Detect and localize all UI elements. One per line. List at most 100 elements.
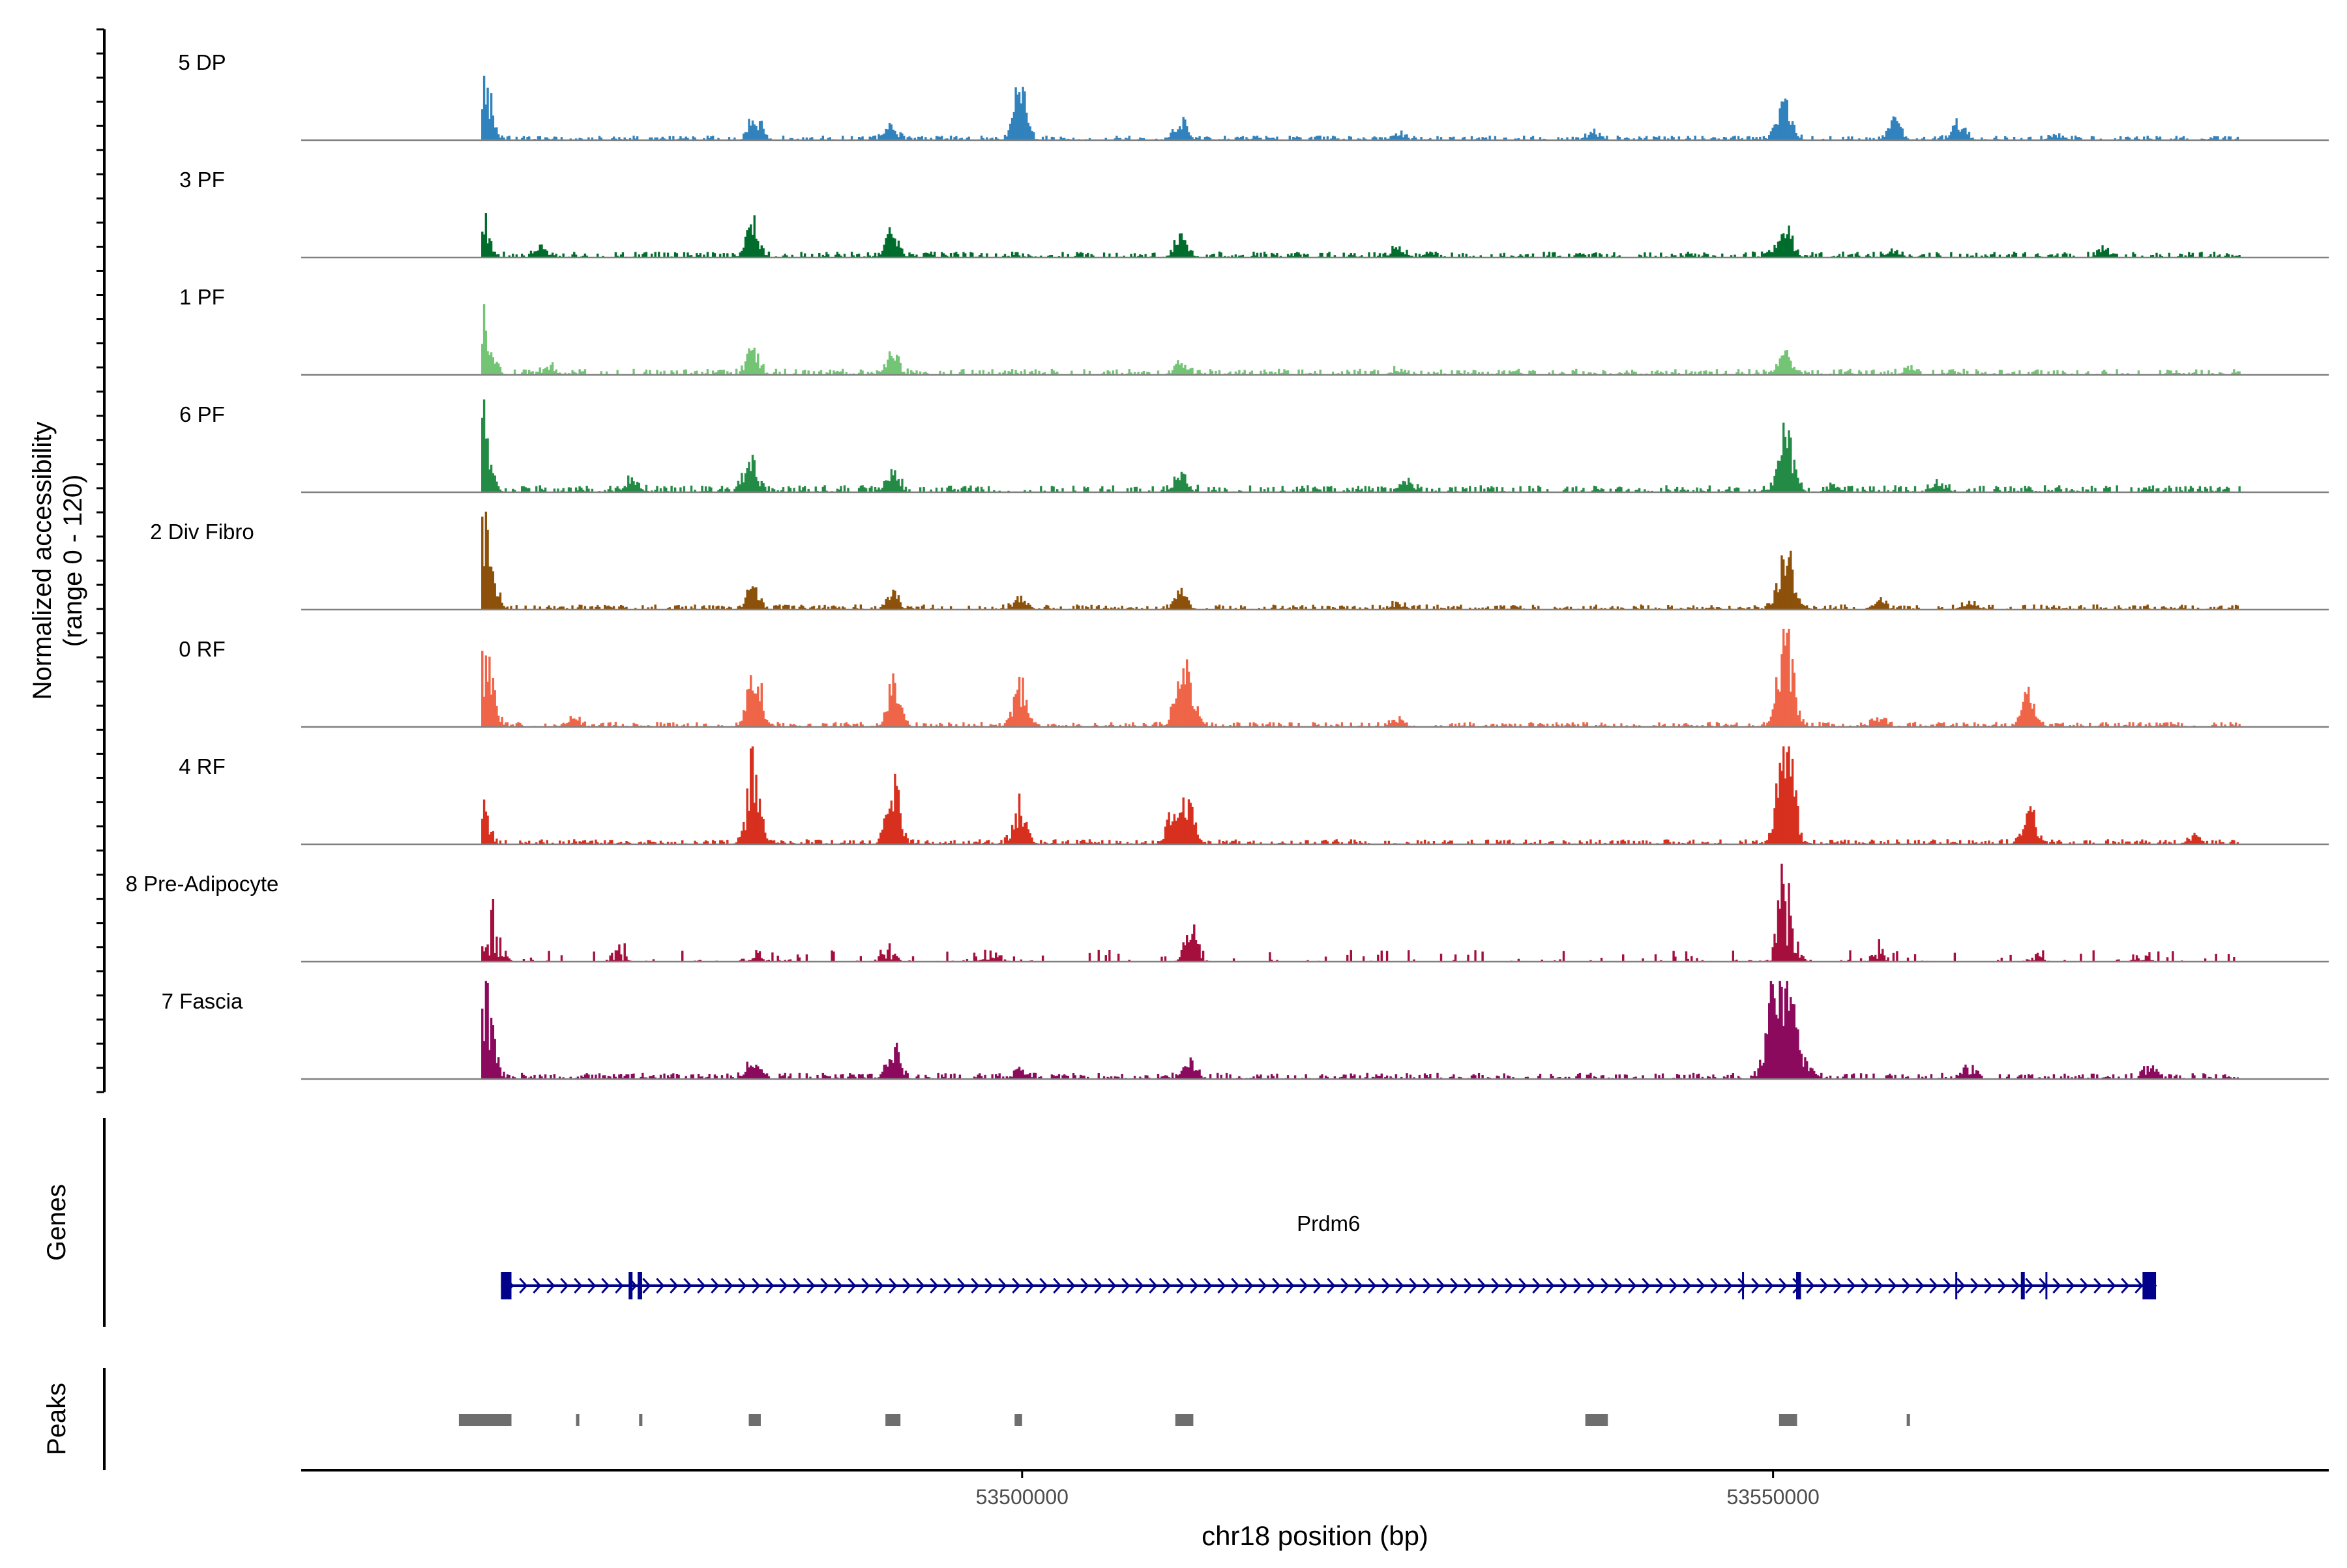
strand-chevron xyxy=(1861,1277,1870,1294)
strand-chevron xyxy=(957,1277,966,1294)
strand-chevron xyxy=(1286,1277,1295,1294)
strand-chevron xyxy=(1313,1277,1322,1294)
strand-chevron xyxy=(1108,1277,1117,1294)
strand-chevron xyxy=(1724,1277,1733,1294)
strand-chevron xyxy=(1655,1277,1664,1294)
peak-region xyxy=(1175,1414,1194,1426)
x-tick-label: 53550000 xyxy=(1726,1485,1819,1509)
track-7-fascia: 7 Fascia xyxy=(162,981,2329,1080)
strand-chevron xyxy=(670,1277,679,1294)
strand-chevron xyxy=(1176,1277,1185,1294)
coverage-area xyxy=(301,746,2241,845)
peak-region xyxy=(1906,1414,1910,1426)
strand-chevron xyxy=(1984,1277,1993,1294)
strand-chevron xyxy=(711,1277,720,1294)
strand-chevron xyxy=(861,1277,870,1294)
strand-chevron xyxy=(1162,1277,1172,1294)
strand-chevron xyxy=(2025,1277,2034,1294)
strand-chevron xyxy=(1340,1277,1350,1294)
strand-chevron xyxy=(1998,1277,2007,1294)
strand-chevron xyxy=(1970,1277,1979,1294)
strand-chevron xyxy=(943,1277,952,1294)
strand-chevron xyxy=(1902,1277,1911,1294)
gene-exon xyxy=(628,1272,633,1299)
gene-exon xyxy=(1797,1272,1801,1299)
strand-chevron xyxy=(1012,1277,1021,1294)
strand-chevron xyxy=(1477,1277,1486,1294)
genes-panel-label: Genes xyxy=(42,1184,71,1261)
peaks-panel-label: Peaks xyxy=(42,1383,71,1455)
peak-region xyxy=(639,1414,643,1426)
track-label: 5 DP xyxy=(178,50,226,74)
strand-chevron xyxy=(1190,1277,1199,1294)
track-4-rf: 4 RF xyxy=(179,746,2329,846)
strand-chevron xyxy=(806,1277,816,1294)
gene-name-label: Prdm6 xyxy=(1297,1211,1360,1235)
strand-chevron xyxy=(2093,1277,2103,1294)
strand-chevron xyxy=(1436,1277,1445,1294)
strand-chevron xyxy=(1327,1277,1336,1294)
strand-chevron xyxy=(642,1277,651,1294)
strand-chevron xyxy=(560,1277,569,1294)
strand-chevron xyxy=(697,1277,706,1294)
gene-exon xyxy=(638,1272,642,1299)
gene-exon xyxy=(2142,1272,2157,1299)
strand-chevron xyxy=(1395,1277,1404,1294)
strand-chevron xyxy=(1573,1277,1582,1294)
coverage-area xyxy=(301,511,2241,610)
strand-chevron xyxy=(1245,1277,1254,1294)
strand-chevron xyxy=(1080,1277,1089,1294)
strand-chevron xyxy=(724,1277,733,1294)
peak-region xyxy=(1014,1414,1022,1426)
strand-chevron xyxy=(1915,1277,1925,1294)
peak-region xyxy=(576,1414,580,1426)
coverage-area xyxy=(301,213,2241,258)
strand-chevron xyxy=(1587,1277,1596,1294)
strand-chevron xyxy=(1820,1277,1829,1294)
strand-chevron xyxy=(1518,1277,1528,1294)
strand-chevron xyxy=(1683,1277,1692,1294)
track-label: 4 RF xyxy=(179,754,226,778)
strand-chevron xyxy=(1381,1277,1391,1294)
peak-region xyxy=(1779,1414,1797,1426)
strand-chevron xyxy=(1833,1277,1842,1294)
x-axis-label: chr18 position (bp) xyxy=(1202,1520,1428,1551)
peak-region xyxy=(458,1414,512,1426)
track-2-div-fibro: 2 Div Fibro xyxy=(150,511,2329,611)
strand-chevron xyxy=(738,1277,747,1294)
strand-chevron xyxy=(1559,1277,1569,1294)
strand-chevron xyxy=(1121,1277,1130,1294)
coverage-area xyxy=(301,981,2241,1080)
strand-chevron xyxy=(752,1277,761,1294)
y-axis-label: Normalized accessibility xyxy=(28,422,57,700)
strand-chevron xyxy=(1409,1277,1418,1294)
y-axis-range-label: (range 0 - 120) xyxy=(59,475,87,647)
peak-region xyxy=(1585,1414,1608,1426)
strand-chevron xyxy=(1532,1277,1541,1294)
strand-chevron xyxy=(930,1277,939,1294)
coverage-area xyxy=(301,863,2241,962)
track-3-pf: 3 PF xyxy=(179,168,2329,259)
strand-chevron xyxy=(519,1277,528,1294)
track-5-dp: 5 DP xyxy=(178,50,2329,141)
strand-chevron xyxy=(1423,1277,1432,1294)
strand-chevron xyxy=(2011,1277,2020,1294)
strand-chevron xyxy=(1354,1277,1363,1294)
strand-chevron xyxy=(765,1277,775,1294)
strand-chevron xyxy=(2121,1277,2130,1294)
track-label: 0 RF xyxy=(179,637,226,661)
strand-chevron xyxy=(793,1277,802,1294)
track-label: 7 Fascia xyxy=(162,989,243,1013)
track-label: 1 PF xyxy=(179,285,225,309)
strand-chevron xyxy=(1272,1277,1281,1294)
strand-chevron xyxy=(902,1277,911,1294)
x-tick-label: 53500000 xyxy=(976,1485,1069,1509)
strand-chevron xyxy=(1299,1277,1308,1294)
strand-chevron xyxy=(1888,1277,1897,1294)
strand-chevron xyxy=(1765,1277,1774,1294)
strand-chevron xyxy=(1806,1277,1815,1294)
track-label: 3 PF xyxy=(179,168,225,192)
strand-chevron xyxy=(601,1277,610,1294)
